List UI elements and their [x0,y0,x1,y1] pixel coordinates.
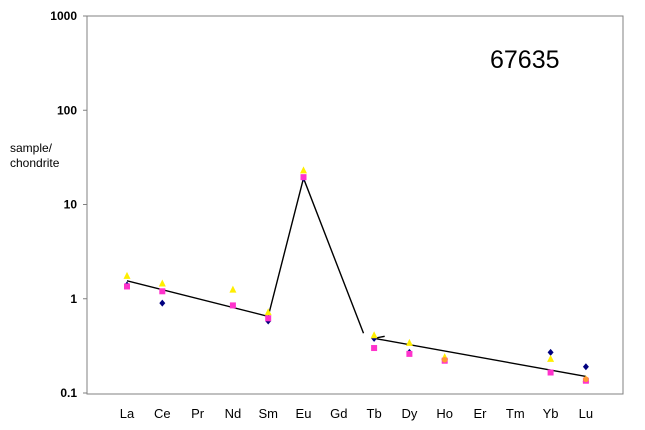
y-tick-label: 10 [64,198,78,212]
square-point [229,302,236,309]
x-tick-label: Eu [296,406,312,421]
y-tick-label: 1 [70,292,77,306]
triangle-point [300,166,307,174]
square-point [371,345,378,352]
diamond-point [159,299,166,307]
x-tick-label: Ho [436,406,453,421]
triangle-point [547,354,555,362]
x-tick-label: Er [474,406,488,421]
x-tick-label: Ce [154,406,171,421]
x-tick-label: Tb [367,406,382,421]
y-axis-label-line-1: sample/ [10,141,53,155]
diamond-point [582,363,589,371]
circle-point [441,357,448,363]
x-tick-label: Yb [543,406,559,421]
trend-line [126,175,365,334]
x-tick-label: Dy [401,406,417,421]
square-point [547,369,554,376]
x-tick-label: Sm [258,406,278,421]
y-tick-label: 100 [57,103,77,117]
y-axis-label-line-2: chondrite [10,156,60,170]
square-point [265,315,272,322]
circle-point [583,376,589,383]
triangle-point [264,308,272,316]
x-tick-label: Nd [225,406,242,421]
square-point [300,174,307,181]
triangle-point [229,285,237,293]
data-points [123,166,590,384]
y-axis: 1000 100 10 1 0.1 [50,9,87,400]
triangle-point [405,338,413,346]
y-tick-label: 1000 [50,9,77,23]
square-point [406,350,413,357]
x-tick-label: Pr [191,406,205,421]
x-tick-label: Gd [330,406,347,421]
triangle-point [158,279,166,287]
trend-line [373,335,587,378]
triangle-point [123,271,131,279]
trend-lines [126,175,587,378]
x-tick-label: Tm [506,406,525,421]
triangle-point [370,331,378,339]
y-axis-label: sample/ chondrite [10,141,59,171]
sample-id-annotation: 67635 [490,46,560,74]
square-point [159,288,166,295]
diamond-point [547,348,554,356]
y-tick-label: 0.1 [60,386,77,400]
x-axis: La Ce Pr Nd Sm Eu Gd Tb Dy Ho Er Tm Yb Lu [120,406,593,421]
square-point [124,283,130,290]
x-tick-label: La [120,406,135,421]
x-tick-label: Lu [579,406,593,421]
